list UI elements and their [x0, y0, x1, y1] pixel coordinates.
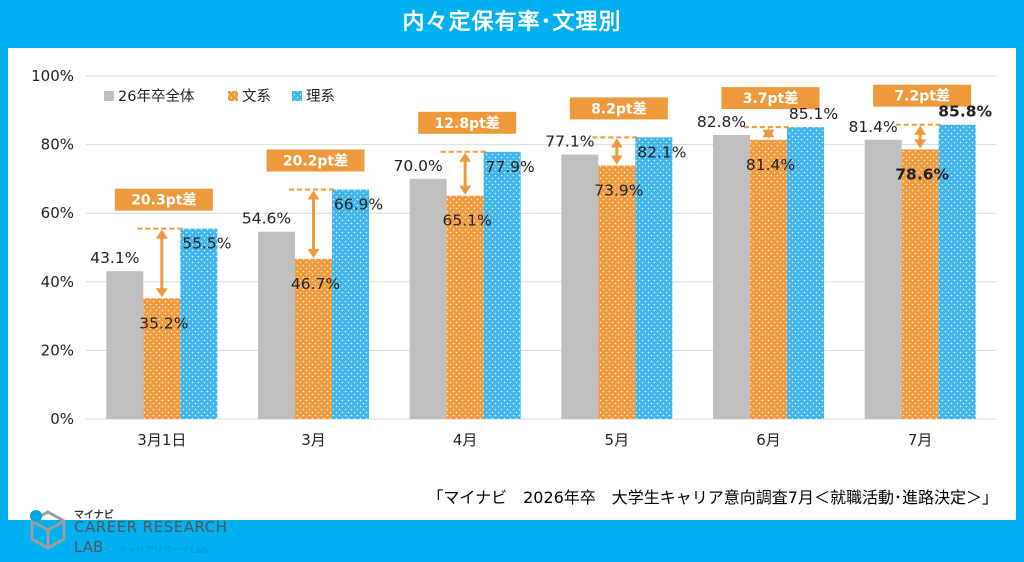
bar-bunkei	[143, 298, 181, 419]
bar-rikei	[635, 137, 673, 419]
y-tick-label: 80%	[41, 136, 74, 154]
data-label-overall: 54.6%	[242, 210, 291, 228]
bar-bunkei	[750, 139, 787, 419]
bar-bunkei	[901, 149, 939, 419]
data-label-rikei: 55.5%	[182, 235, 231, 253]
legend-swatch	[292, 91, 302, 101]
y-tick-label: 40%	[41, 273, 74, 291]
data-label-bunkei: 35.2%	[139, 314, 188, 332]
data-label-overall: 77.1%	[545, 133, 594, 151]
bar-overall	[713, 134, 750, 419]
data-label-bunkei: 73.9%	[594, 182, 643, 200]
bar-bunkei	[598, 165, 636, 419]
diff-label: 20.2pt差	[283, 153, 348, 170]
diff-label: 8.2pt差	[591, 100, 647, 117]
diff-label: 7.2pt差	[894, 88, 950, 105]
logo-sub-text: キャリアリサーチLab	[118, 546, 209, 556]
bar-overall	[561, 154, 599, 419]
bar-overall	[258, 231, 295, 419]
diff-box	[418, 111, 517, 134]
x-tick-label: 5月	[605, 431, 630, 449]
diff-label: 3.7pt差	[743, 90, 799, 107]
data-label-bunkei: 81.4%	[746, 156, 795, 174]
data-label-overall: 43.1%	[90, 249, 139, 267]
bar-overall	[864, 139, 902, 419]
logo-main-text: CAREER RESEARCH	[74, 518, 228, 536]
x-tick-label: 3月	[301, 431, 326, 449]
cube-logo-icon	[30, 510, 66, 550]
diff-arrow-head-down	[307, 248, 320, 258]
diff-arrow-head-down	[762, 129, 775, 139]
diff-label: 12.8pt差	[435, 115, 500, 132]
bar-rikei	[787, 127, 824, 420]
legend-swatch	[228, 91, 238, 101]
legend-label: 文系	[242, 88, 271, 105]
x-tick-label: 6月	[756, 431, 781, 449]
bar-overall	[409, 178, 447, 419]
x-tick-label: 4月	[453, 431, 478, 449]
data-label-bunkei: 78.6%	[895, 165, 949, 183]
logo-mynavi-text: マイナビ	[74, 510, 114, 521]
bar-overall	[106, 271, 144, 419]
diff-arrow-head-up	[459, 152, 472, 162]
y-tick-label: 0%	[50, 410, 74, 428]
data-label-rikei: 85.1%	[789, 105, 838, 123]
bar-bunkei	[295, 258, 332, 419]
bar-rikei	[483, 151, 521, 419]
chart-panel: 20.3pt差 20.2pt差 12.8pt差 8.2pt差 3.7pt差 7.2pt差 …	[8, 48, 1016, 556]
data-label-overall: 70.0%	[394, 157, 443, 175]
data-label-rikei: 77.9%	[486, 158, 535, 176]
diff-arrow-head-down	[155, 288, 168, 298]
x-tick-label: 3月1日	[137, 431, 186, 449]
y-tick-label: 20%	[41, 341, 74, 359]
diff-box	[569, 97, 668, 120]
diff-box	[266, 149, 365, 172]
data-label-overall: 82.8%	[697, 113, 746, 131]
bar-rikei	[180, 228, 218, 419]
diff-arrow-head-up	[610, 138, 623, 148]
diff-arrow-head-up	[155, 229, 168, 239]
diff-arrow-head-down	[914, 139, 927, 149]
bar-rikei	[332, 189, 369, 419]
diff-arrow-head-down	[610, 155, 623, 165]
page-title: 内々定保有率･文理別	[402, 10, 622, 35]
diff-arrow-head-down	[459, 185, 472, 195]
x-tick-label: 7月	[908, 431, 933, 449]
career-research-lab-logo: マイナビ CAREER RESEARCH LAB キャリアリサーチLab	[28, 506, 228, 562]
source-note: 「マイナビ 2026年卒 大学生キャリア意向調査7月＜就職活動･進路決定＞」	[427, 488, 998, 507]
y-tick-label: 60%	[41, 204, 74, 222]
data-label-rikei: 82.1%	[637, 143, 686, 161]
logo-lab-text: LAB	[74, 538, 104, 556]
legend-label: 26年卒全体	[118, 87, 195, 105]
data-label-overall: 81.4%	[849, 118, 898, 136]
data-label-rikei: 66.9%	[334, 196, 383, 214]
data-label-bunkei: 46.7%	[291, 275, 340, 293]
diff-box	[114, 188, 213, 211]
diff-arrow-head-up	[307, 190, 320, 200]
diff-box	[873, 84, 972, 107]
diff-label: 20.3pt差	[131, 192, 196, 209]
legend-label: 理系	[306, 88, 335, 105]
diff-arrow-head-up	[914, 125, 927, 135]
bar-bunkei	[446, 195, 484, 419]
diff-box	[721, 87, 820, 110]
data-label-bunkei: 65.1%	[443, 212, 492, 230]
data-label-rikei: 85.8%	[938, 103, 992, 121]
legend-swatch	[104, 91, 114, 101]
bar-rikei	[938, 124, 976, 420]
y-tick-label: 100%	[31, 67, 74, 85]
